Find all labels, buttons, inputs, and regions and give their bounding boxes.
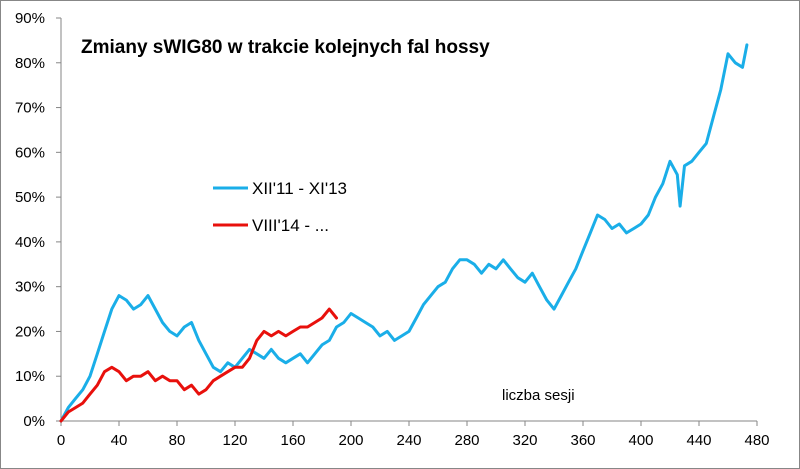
y-tick-label: 0%	[23, 413, 45, 430]
y-tick-label: 10%	[15, 368, 45, 385]
legend: XII'11 - XI'13 VIII'14 - ...	[213, 179, 347, 235]
x-tick-label: 440	[686, 432, 711, 449]
x-tick-label: 320	[512, 432, 537, 449]
y-tick-label: 90%	[15, 10, 45, 27]
x-tick-label: 240	[396, 432, 421, 449]
x-tick-label: 280	[454, 432, 479, 449]
x-tick-label: 360	[570, 432, 595, 449]
x-tick-label: 40	[111, 432, 128, 449]
x-annotation: liczba sesji	[502, 387, 575, 404]
legend-label-series-2: VIII'14 - ...	[252, 216, 329, 235]
x-tick-label: 120	[222, 432, 247, 449]
series-layer	[59, 43, 749, 423]
y-tick-label: 60%	[15, 144, 45, 161]
chart-title: Zmiany sWIG80 w trakcie kolejnych fal ho…	[81, 37, 490, 58]
series-line-1	[59, 43, 749, 423]
y-tick-label: 70%	[15, 100, 45, 117]
x-tick-label: 400	[628, 432, 653, 449]
y-tick-label: 80%	[15, 55, 45, 72]
legend-label-series-1: XII'11 - XI'13	[252, 179, 347, 198]
x-tick-label: 0	[57, 432, 65, 449]
x-tick-label: 160	[280, 432, 305, 449]
x-tick-label: 480	[744, 432, 769, 449]
x-ticks: 0 40 80 120 160 200 240 280 320 360 400 440 480	[57, 421, 770, 449]
y-ticks: 0% 10% 20% 30% 40% 50% 60% 70% 80% 90%	[15, 10, 61, 430]
y-tick-label: 40%	[15, 234, 45, 251]
series-line-2	[59, 307, 338, 423]
y-tick-label: 50%	[15, 189, 45, 206]
y-tick-label: 30%	[15, 279, 45, 296]
x-tick-label: 80	[169, 432, 186, 449]
y-tick-label: 20%	[15, 323, 45, 340]
x-tick-label: 200	[338, 432, 363, 449]
